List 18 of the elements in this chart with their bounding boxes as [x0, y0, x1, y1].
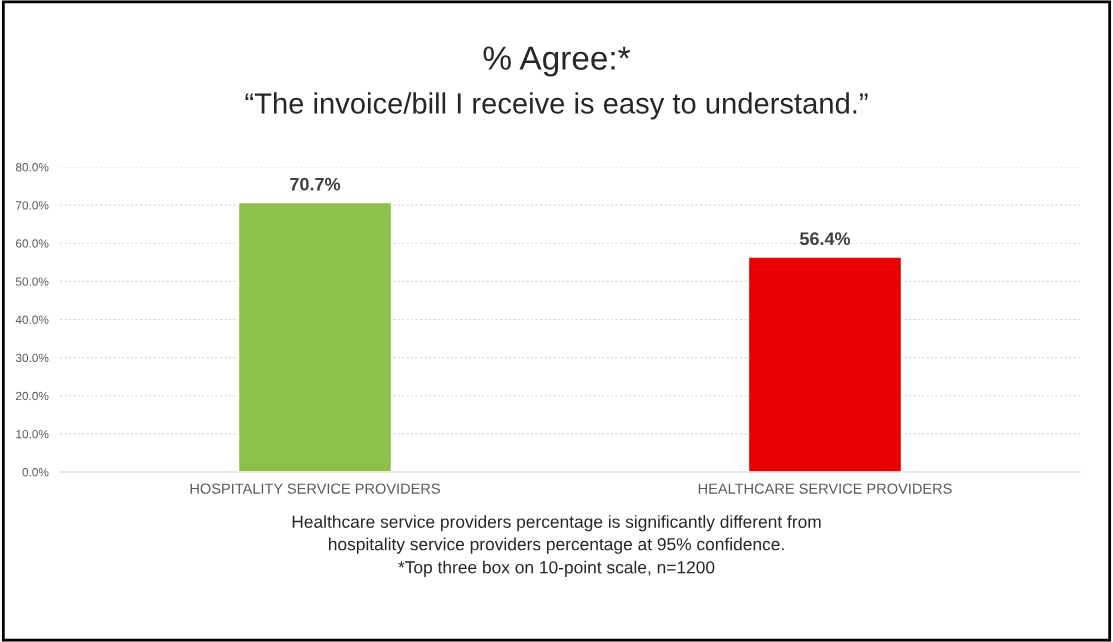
x-tick-label: HEALTHCARE SERVICE PROVIDERS	[698, 483, 952, 494]
chart-title: % Agree:*	[483, 46, 631, 77]
data-label: 56.4%	[799, 232, 851, 246]
y-tick-label: 80.0%	[15, 163, 49, 172]
y-tick-label: 60.0%	[16, 239, 49, 248]
text: hospitality service providers percentage at 95% confidence.	[329, 537, 784, 554]
text: Healthcare service providers percentage is significantly different from	[292, 515, 821, 532]
data-label: 70.7%	[290, 177, 341, 191]
y-tick-label: 50.0%	[15, 277, 49, 286]
y-tick-label: 10.0%	[16, 429, 49, 439]
text: *Top three box on 10-point scale, n=1200	[398, 560, 715, 577]
y-tick-label: 70.0%	[16, 201, 49, 210]
y-tick-label: 30.0%	[15, 353, 49, 363]
x-tick-label: HOSPITALITY SERVICE PROVIDERS	[190, 483, 440, 494]
y-tick-label: 0.0%	[22, 468, 49, 477]
y-tick-label: 40.0%	[15, 315, 49, 324]
y-tick-label: 20.0%	[16, 391, 49, 401]
chart-subtitle: “The invoice/bill I receive is easy to understand.”	[245, 92, 868, 120]
